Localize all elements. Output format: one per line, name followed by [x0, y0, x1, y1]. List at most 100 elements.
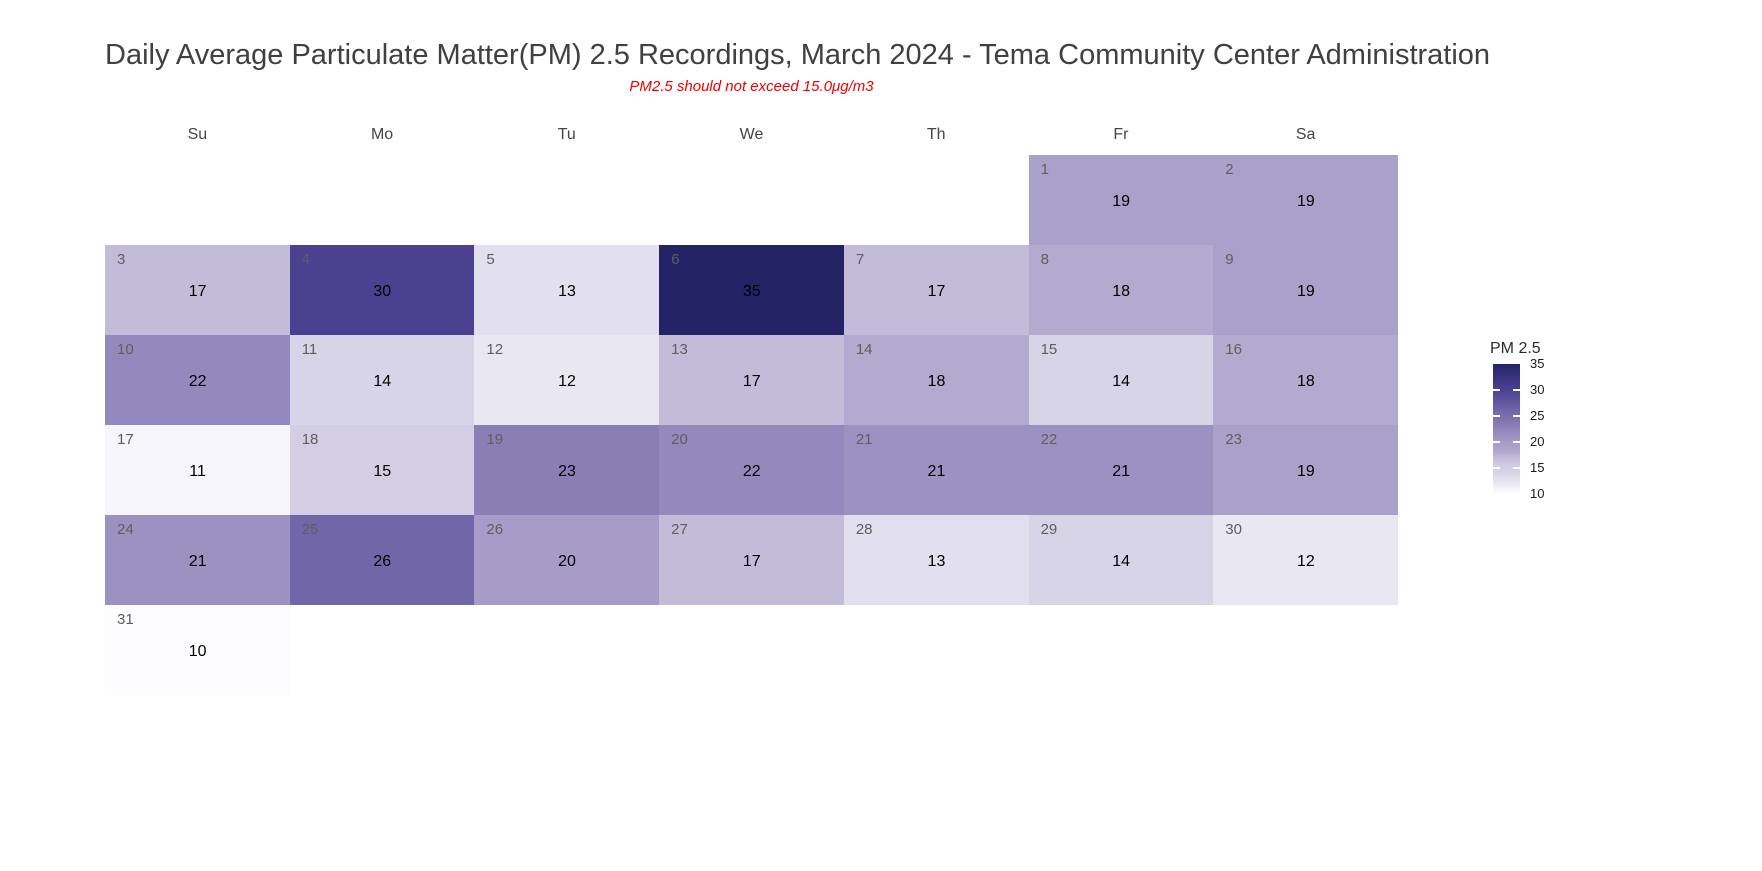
calendar-cell-day-4: 4 30 [289, 245, 475, 335]
legend-tick-mark [1493, 389, 1500, 391]
pm-value: 17 [742, 373, 761, 390]
pm-value: 19 [1296, 193, 1315, 210]
legend-tick-mark [1513, 415, 1520, 417]
pm-value: 21 [188, 553, 207, 570]
pm-value: 12 [1296, 553, 1315, 570]
weekday-header-sa: Sa [1295, 126, 1316, 143]
calendar-cell-day-18: 18 15 [289, 425, 475, 515]
day-number: 13 [671, 341, 688, 358]
legend-tick-mark [1513, 389, 1520, 391]
calendar-cell-day-23: 23 19 [1213, 425, 1399, 515]
legend: PM 2.5 35 30 25 20 15 10 [1490, 340, 1600, 520]
chart-subtitle: PM2.5 should not exceed 15.0μg/m3 [629, 78, 874, 95]
legend-tick-mark [1513, 441, 1520, 443]
day-number: 8 [1040, 251, 1049, 268]
pm-value: 12 [558, 373, 576, 390]
day-number: 2 [1225, 161, 1234, 178]
calendar-cell-day-22: 22 21 [1028, 425, 1214, 515]
pm-value: 17 [188, 283, 207, 300]
pm-value: 13 [927, 553, 946, 570]
pm-value: 14 [1112, 553, 1131, 570]
calendar-cell-day-13: 13 17 [659, 335, 845, 425]
legend-tick-label-15: 15 [1530, 460, 1545, 475]
weekday-header-mo: Mo [370, 126, 394, 143]
calendar-cell-day-3: 3 17 [105, 245, 291, 335]
pm-value: 21 [927, 463, 946, 480]
calendar-cell-day-15: 15 14 [1028, 335, 1214, 425]
day-number: 18 [301, 431, 319, 448]
calendar-cell-day-31: 31 10 [105, 605, 291, 695]
pm-value: 18 [927, 373, 946, 390]
day-number: 5 [486, 251, 495, 268]
calendar-cell-day-30: 30 12 [1213, 515, 1399, 605]
weekday-header-th: Th [926, 126, 946, 143]
pm-value: 17 [742, 553, 761, 570]
legend-tick-mark [1493, 467, 1500, 469]
calendar-cell-day-26: 26 20 [474, 515, 660, 605]
pm-value: 22 [188, 373, 207, 390]
calendar-cell-day-29: 29 14 [1028, 515, 1214, 605]
day-number: 1 [1040, 161, 1049, 178]
legend-title: PM 2.5 [1490, 340, 1541, 357]
calendar-cell-day-5: 5 13 [474, 245, 660, 335]
day-number: 14 [855, 341, 873, 358]
chart-title: Daily Average Particulate Matter(PM) 2.5… [105, 39, 1491, 71]
calendar-cell-day-7: 7 17 [843, 245, 1030, 335]
day-number: 16 [1225, 341, 1242, 358]
pm-value: 14 [373, 373, 392, 390]
day-number: 15 [1040, 341, 1058, 358]
day-number: 9 [1225, 251, 1234, 268]
pm-value: 17 [927, 283, 946, 300]
pm-value: 19 [1296, 283, 1315, 300]
day-number: 20 [671, 431, 688, 448]
weekday-header-su: Su [187, 126, 208, 143]
pm-value: 22 [742, 463, 761, 480]
day-number: 27 [671, 521, 688, 538]
day-number: 24 [117, 521, 134, 538]
calendar-cell-day-10: 10 22 [105, 335, 291, 425]
day-number: 22 [1040, 431, 1058, 448]
pm-value: 23 [558, 463, 576, 480]
legend-tick-mark [1493, 441, 1500, 443]
legend-tick-mark [1513, 467, 1520, 469]
pm-value: 20 [558, 553, 576, 570]
day-number: 31 [117, 611, 134, 628]
calendar-cell-day-11: 11 14 [289, 335, 475, 425]
legend-tick-label-35: 35 [1530, 356, 1545, 371]
day-number: 19 [486, 431, 504, 448]
calendar-cell-day-8: 8 18 [1028, 245, 1214, 335]
day-number: 11 [301, 341, 318, 358]
weekday-header-tu: Tu [557, 126, 576, 143]
day-number: 29 [1040, 521, 1058, 538]
legend-tick-label-30: 30 [1530, 382, 1545, 397]
day-number: 12 [486, 341, 504, 358]
pm-value: 13 [558, 283, 576, 300]
day-number: 23 [1225, 431, 1242, 448]
calendar-cell-day-28: 28 13 [843, 515, 1030, 605]
pm-value: 19 [1296, 463, 1315, 480]
pm-value: 10 [188, 643, 207, 660]
pm-value: 18 [1296, 373, 1315, 390]
calendar-cell-day-19: 19 23 [474, 425, 660, 515]
legend-tick-mark [1493, 415, 1500, 417]
day-number: 25 [301, 521, 319, 538]
calendar-cell-day-25: 25 26 [289, 515, 475, 605]
day-number: 21 [855, 431, 873, 448]
calendar-cell-day-12: 12 12 [474, 335, 660, 425]
calendar-cell-day-14: 14 18 [843, 335, 1030, 425]
day-number: 26 [486, 521, 504, 538]
day-number: 3 [117, 251, 126, 268]
calendar-cell-day-24: 24 21 [105, 515, 291, 605]
calendar-cell-day-1: 1 19 [1028, 155, 1214, 245]
day-number: 6 [671, 251, 680, 268]
pm-value: 14 [1112, 373, 1131, 390]
pm-value: 15 [373, 463, 392, 480]
pm-value: 35 [742, 283, 761, 300]
calendar-cell-day-9: 9 19 [1213, 245, 1399, 335]
day-number: 17 [117, 431, 134, 448]
legend-tick-label-25: 25 [1530, 408, 1545, 423]
legend-colorbar [1493, 364, 1520, 494]
calendar-cell-day-16: 16 18 [1213, 335, 1399, 425]
day-number: 30 [1225, 521, 1242, 538]
